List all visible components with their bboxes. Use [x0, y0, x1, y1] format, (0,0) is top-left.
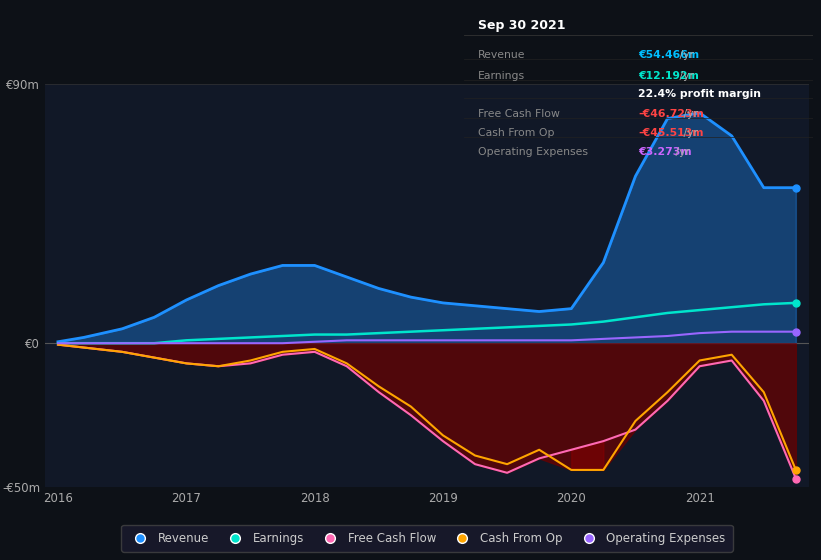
Text: /yr: /yr	[676, 72, 694, 81]
Text: Free Cash Flow: Free Cash Flow	[478, 109, 560, 119]
Text: Sep 30 2021: Sep 30 2021	[478, 19, 566, 32]
Text: Revenue: Revenue	[478, 50, 525, 60]
Text: -€45.513m: -€45.513m	[639, 128, 704, 138]
Text: /yr: /yr	[672, 147, 690, 157]
Text: €54.466m: €54.466m	[639, 50, 699, 60]
Text: /yr: /yr	[676, 50, 694, 60]
Text: /yr: /yr	[680, 128, 698, 138]
Text: €3.273m: €3.273m	[639, 147, 692, 157]
Text: €12.192m: €12.192m	[639, 72, 699, 81]
Text: Operating Expenses: Operating Expenses	[478, 147, 588, 157]
Text: 22.4% profit margin: 22.4% profit margin	[639, 89, 761, 99]
Text: -€46.723m: -€46.723m	[639, 109, 704, 119]
Legend: Revenue, Earnings, Free Cash Flow, Cash From Op, Operating Expenses: Revenue, Earnings, Free Cash Flow, Cash …	[122, 525, 732, 552]
Text: /yr: /yr	[680, 109, 698, 119]
Text: Cash From Op: Cash From Op	[478, 128, 554, 138]
Text: Earnings: Earnings	[478, 72, 525, 81]
